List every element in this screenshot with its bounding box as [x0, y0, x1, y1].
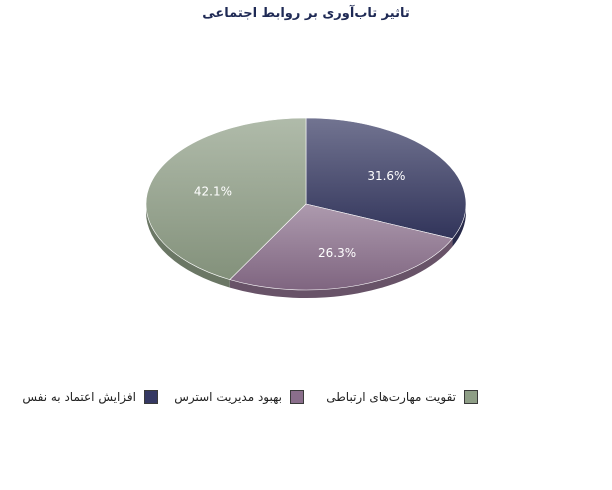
legend-item[interactable]: تقویت مهارت‌های ارتباطی — [326, 386, 478, 408]
pie-slice-label: 31.6% — [367, 169, 405, 183]
legend: افزایش اعتماد به نفس بهبود مدیریت استرس … — [0, 386, 612, 408]
legend-item[interactable]: بهبود مدیریت استرس — [174, 386, 304, 408]
pie-slice-label: 26.3% — [318, 246, 356, 260]
legend-item[interactable]: افزایش اعتماد به نفس — [18, 386, 158, 408]
legend-swatch — [290, 390, 304, 404]
pie-slice-side — [452, 204, 467, 247]
legend-label: افزایش اعتماد به نفس — [22, 390, 136, 404]
pie-slice[interactable] — [229, 203, 453, 291]
pie-slice[interactable] — [145, 117, 307, 280]
legend-swatch — [464, 390, 478, 404]
legend-label: بهبود مدیریت استرس — [174, 390, 282, 404]
chart-title: تاثیر تاب‌آوری بر روابط اجتماعی — [202, 6, 410, 21]
pie-slice-side — [229, 238, 453, 299]
legend-label: تقویت مهارت‌های ارتباطی — [326, 390, 456, 404]
pie-slice-label: 42.1% — [194, 184, 232, 198]
pie-slice[interactable] — [305, 117, 467, 239]
legend-swatch — [144, 390, 158, 404]
pie-slice-side — [146, 204, 230, 288]
